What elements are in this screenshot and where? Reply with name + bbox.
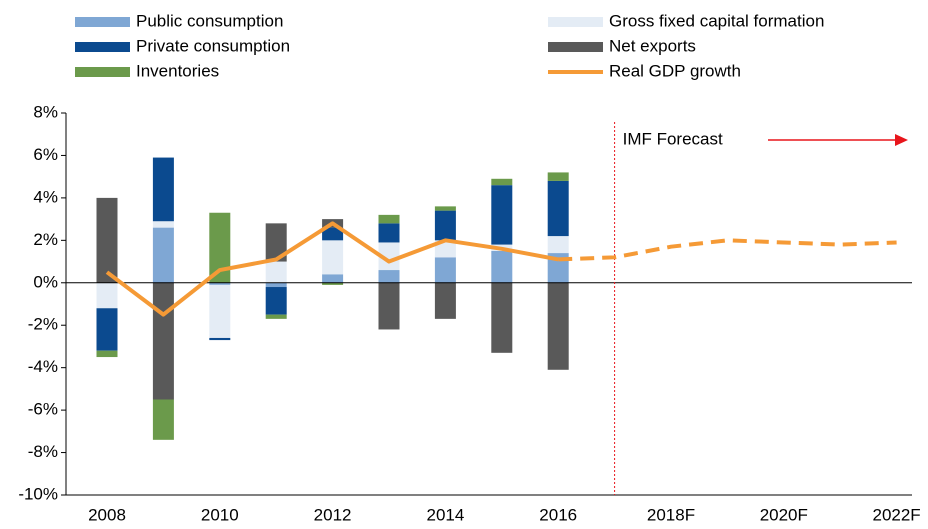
bar-segment	[265, 261, 287, 283]
legend-label: Public consumption	[136, 11, 283, 30]
bar-segment	[209, 212, 231, 283]
gdp-line	[558, 238, 897, 262]
annotation: IMF Forecast	[623, 129, 723, 148]
bar-segment	[265, 223, 287, 262]
legend-label: Private consumption	[136, 36, 290, 55]
y-tick-label: 6%	[33, 145, 58, 164]
bar-segment	[152, 399, 174, 440]
bar-segment	[434, 240, 456, 258]
x-tick-label: 2016	[539, 505, 577, 524]
bar-segment	[434, 206, 456, 211]
bar-segment	[96, 350, 118, 358]
legend-swatch	[548, 17, 603, 27]
bar-segment	[322, 282, 344, 285]
bar-segment	[265, 287, 287, 315]
bar-segment	[152, 227, 174, 283]
x-tick-label: 2022F	[872, 505, 920, 524]
y-tick-label: 2%	[33, 230, 58, 249]
bar-segment	[322, 227, 344, 241]
bar-segment	[209, 282, 231, 285]
bar-segment	[378, 242, 400, 271]
bar-segment	[96, 282, 118, 309]
y-tick-label: 0%	[33, 272, 58, 291]
bar-segment	[152, 157, 174, 222]
bar-segment	[547, 282, 569, 370]
bar-segment	[491, 185, 513, 245]
bar-segment	[434, 210, 456, 241]
bar-segment	[547, 236, 569, 254]
y-tick-label: -10%	[18, 484, 58, 503]
bar-segment	[322, 274, 344, 283]
y-tick-label: -6%	[28, 400, 58, 419]
bar-segment	[378, 270, 400, 283]
bar-segment	[265, 314, 287, 319]
bar-segment	[491, 250, 513, 283]
bar-segment	[209, 337, 231, 341]
x-tick-label: 2014	[426, 505, 464, 524]
bar-segment	[96, 308, 118, 351]
legend-label: Gross fixed capital formation	[609, 11, 824, 30]
bar-segment	[491, 282, 513, 353]
bar-segment	[265, 282, 287, 288]
y-tick-label: -2%	[28, 315, 58, 334]
legend-swatch	[548, 42, 603, 52]
bar-segment	[322, 240, 344, 275]
y-tick-label: -4%	[28, 357, 58, 376]
x-tick-label: 2018F	[647, 505, 695, 524]
x-tick-label: 2012	[314, 505, 352, 524]
bar-segment	[378, 223, 400, 243]
bar-segment	[378, 282, 400, 330]
bar-segment	[434, 257, 456, 283]
bar-segment	[491, 178, 513, 186]
legend-swatch	[75, 42, 130, 52]
bar-segment	[547, 172, 569, 181]
annotation-arrowhead	[895, 134, 908, 146]
y-tick-label: 4%	[33, 187, 58, 206]
legend-swatch	[75, 67, 130, 77]
x-tick-label: 2010	[201, 505, 239, 524]
bar-segment	[434, 282, 456, 319]
x-tick-label: 2020F	[760, 505, 808, 524]
legend-swatch	[75, 17, 130, 27]
legend-label: Inventories	[136, 61, 219, 80]
bar-segment	[378, 214, 400, 224]
legend-label: Real GDP growth	[609, 61, 741, 80]
bar-segment	[152, 282, 174, 400]
bar-segment	[547, 180, 569, 237]
y-tick-label: -8%	[28, 442, 58, 461]
gdp-line	[105, 221, 559, 317]
legend-label: Net exports	[609, 36, 696, 55]
bar-segment	[209, 284, 231, 338]
x-tick-label: 2008	[88, 505, 126, 524]
bar-segment	[152, 221, 174, 228]
y-tick-label: 8%	[33, 102, 58, 121]
bar-segment	[96, 197, 118, 283]
